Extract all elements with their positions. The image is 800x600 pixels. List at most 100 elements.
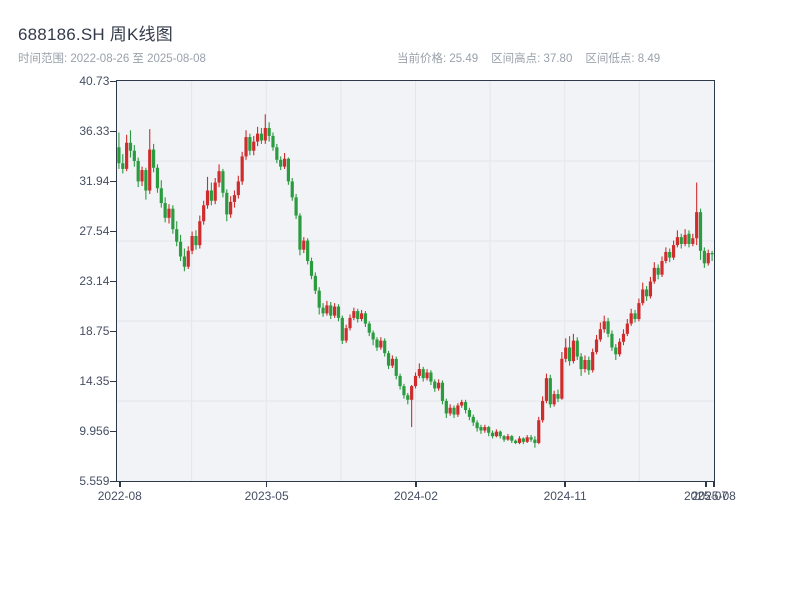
candle-body <box>198 221 202 246</box>
candle-body <box>379 341 383 348</box>
candle-body <box>499 432 503 437</box>
candle-body <box>298 215 302 251</box>
candle-body <box>433 381 437 389</box>
candle-body <box>387 353 391 367</box>
candle-body <box>683 235 688 245</box>
candle-body <box>703 251 707 264</box>
candle-body <box>672 245 676 259</box>
candle-body <box>171 209 175 230</box>
candle-body <box>187 251 191 268</box>
x-tick-label: 2024-11 <box>543 489 587 504</box>
candle-body <box>491 433 495 437</box>
candle-body <box>271 136 275 148</box>
candle-body <box>502 436 507 440</box>
candle-body <box>333 306 337 317</box>
candle-body <box>260 134 264 141</box>
candle-body <box>464 402 468 411</box>
candle-body <box>252 142 256 152</box>
candle-body <box>214 182 218 202</box>
y-tick-mark <box>110 430 118 433</box>
y-tick-mark <box>110 230 118 233</box>
candle-body <box>360 313 364 320</box>
y-tick-label: 27.54 <box>79 224 110 239</box>
candle-body <box>529 437 534 440</box>
candle-body <box>202 205 206 222</box>
candle-body <box>583 360 587 370</box>
y-tick-mark <box>110 380 118 383</box>
candle-body <box>287 159 291 182</box>
candle-body <box>691 238 695 245</box>
stat-range-low: 区间低点: 8.49 <box>585 53 661 65</box>
candle-body <box>622 334 626 343</box>
chart-title: 688186.SH 周K线图 <box>18 25 173 44</box>
candle-body <box>472 417 476 423</box>
candle-body <box>325 305 329 314</box>
y-tick-label: 31.94 <box>79 174 110 189</box>
candle-body <box>163 203 168 219</box>
candle-body <box>487 427 491 434</box>
x-tick-mark <box>713 481 715 488</box>
candle-body <box>348 318 353 329</box>
candle-body <box>649 281 653 297</box>
candle-body <box>310 261 314 277</box>
candle-body <box>248 137 252 152</box>
candle-body <box>337 306 341 319</box>
candle-body <box>468 410 472 418</box>
plot-area: 40.73 36.33 31.94 27.54 23.14 18.75 14.35 9.956… <box>79 74 735 503</box>
y-tick-mark <box>110 280 118 283</box>
candle-body <box>233 195 237 203</box>
candle-body <box>425 372 430 379</box>
y-tick-label: 40.73 <box>79 74 110 89</box>
candle-body <box>591 352 595 371</box>
candle-body <box>564 347 568 360</box>
candle-body <box>402 386 406 396</box>
candle-body <box>460 402 464 406</box>
candle-body <box>291 181 295 198</box>
x-tick-mark <box>564 481 566 488</box>
candle-body <box>275 147 279 161</box>
candle-body <box>525 437 530 443</box>
x-tick-label: 2023-05 <box>244 489 289 504</box>
y-tick-label: 18.75 <box>79 324 110 339</box>
candle-body <box>710 253 715 255</box>
candle-body <box>125 143 129 170</box>
x-tick-mark <box>415 481 417 488</box>
candle-body <box>610 334 614 348</box>
candle-body <box>279 160 283 168</box>
candle-body <box>294 197 299 216</box>
y-tick-mark <box>110 180 118 183</box>
chart-subheader: 时间范围: 2022-08-26 至 2025-08-08 当前价格: 25.4… <box>0 50 800 66</box>
y-tick-label: 14.35 <box>79 374 110 389</box>
candle-body <box>375 339 379 348</box>
candle-body <box>240 156 245 182</box>
candle-body <box>410 386 414 401</box>
candle-body <box>533 439 537 444</box>
x-tick-label: 2025-08 <box>691 489 736 504</box>
candle-body <box>321 308 326 314</box>
x-tick-mark <box>265 481 268 488</box>
candle-body <box>256 134 260 143</box>
candle-body <box>587 360 591 371</box>
candle-body <box>144 170 148 191</box>
candle-body <box>264 128 268 141</box>
candle-body <box>549 378 553 405</box>
candle-body <box>341 318 345 342</box>
stats-row: 当前价格: 25.49 区间高点: 37.80 区间低点: 8.49 <box>397 50 660 66</box>
candle-body <box>302 240 306 251</box>
candle-body <box>618 342 622 355</box>
candlestick-canvas <box>117 81 715 482</box>
candle-body <box>537 420 541 444</box>
candle-body <box>229 202 233 215</box>
x-tick-mark <box>119 481 121 488</box>
candle-body <box>352 311 356 319</box>
candle-body <box>452 408 457 415</box>
candle-body <box>371 333 376 340</box>
candle-wick <box>711 251 714 262</box>
candle-body <box>152 149 156 169</box>
stat-current-price: 当前价格: 25.49 <box>397 53 479 65</box>
candle-body <box>418 369 422 377</box>
candle-body <box>156 168 160 189</box>
y-tick-mark <box>110 480 118 483</box>
candle-body <box>514 441 518 444</box>
